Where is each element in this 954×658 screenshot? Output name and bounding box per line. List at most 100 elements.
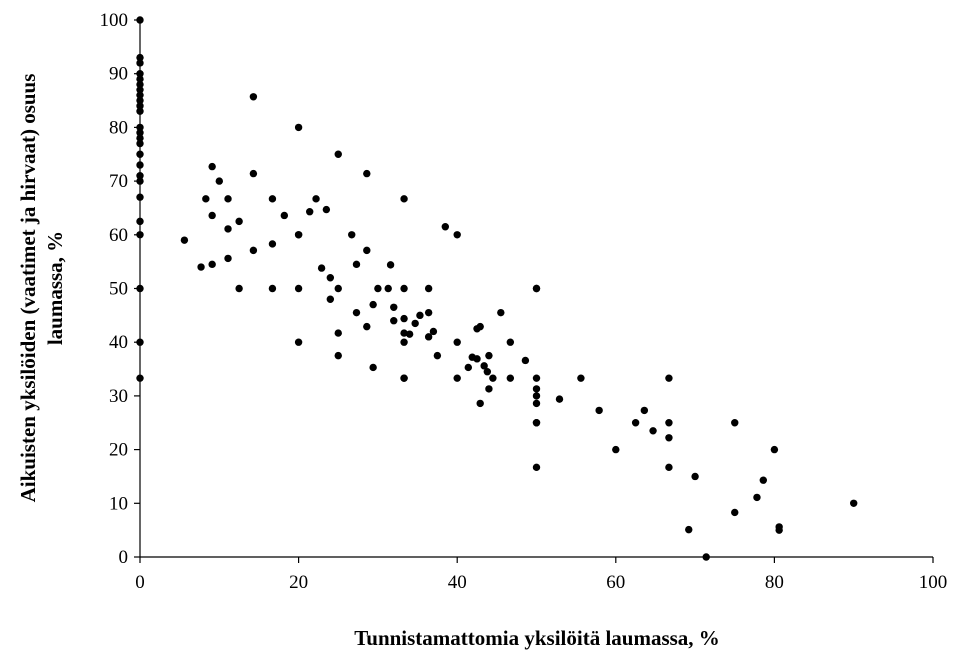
data-point bbox=[759, 476, 767, 484]
data-point bbox=[294, 231, 303, 239]
data-point bbox=[249, 169, 258, 178]
y-tick-label: 90 bbox=[109, 64, 128, 85]
data-point bbox=[532, 374, 541, 382]
data-point bbox=[224, 225, 232, 233]
x-tick-label: 80 bbox=[765, 572, 784, 593]
data-point bbox=[202, 195, 210, 203]
y-tick-label: 0 bbox=[119, 547, 129, 568]
data-point bbox=[294, 123, 303, 132]
data-point bbox=[136, 16, 144, 24]
y-tick-label: 30 bbox=[109, 386, 128, 407]
data-point bbox=[595, 406, 603, 415]
data-point bbox=[215, 177, 223, 185]
data-point bbox=[208, 162, 216, 171]
y-tick-label: 40 bbox=[109, 332, 128, 353]
data-point bbox=[577, 374, 585, 382]
data-point bbox=[775, 526, 783, 534]
data-point bbox=[453, 231, 461, 239]
data-point bbox=[649, 427, 657, 435]
data-point bbox=[208, 260, 216, 269]
y-axis-title-line1: Aikuisten yksilöiden (vaatimet ja hirvaa… bbox=[16, 74, 40, 503]
data-point bbox=[326, 295, 335, 303]
data-point bbox=[334, 284, 342, 293]
data-point bbox=[691, 472, 699, 481]
data-point bbox=[363, 169, 371, 178]
data-point bbox=[400, 374, 408, 382]
data-point bbox=[521, 356, 530, 365]
data-point bbox=[268, 195, 277, 203]
data-point bbox=[136, 231, 144, 239]
data-point bbox=[405, 330, 414, 338]
data-point bbox=[280, 211, 289, 220]
data-point bbox=[485, 351, 493, 360]
data-point bbox=[453, 338, 461, 346]
data-point bbox=[384, 284, 392, 293]
data-point bbox=[268, 284, 277, 293]
data-point bbox=[731, 508, 739, 517]
data-point bbox=[424, 308, 433, 317]
data-point bbox=[136, 70, 144, 78]
data-point bbox=[136, 102, 144, 110]
data-point bbox=[390, 303, 398, 311]
data-point bbox=[400, 314, 408, 323]
data-point bbox=[136, 338, 144, 346]
data-point bbox=[136, 139, 144, 148]
data-point bbox=[532, 392, 541, 400]
data-point bbox=[363, 246, 371, 255]
data-point bbox=[485, 385, 493, 393]
y-tick-label: 20 bbox=[109, 440, 128, 461]
x-axis-title: Tunnistamattomia yksilöitä laumassa, % bbox=[354, 626, 720, 650]
data-point bbox=[433, 351, 442, 360]
x-tick-label: 100 bbox=[919, 572, 948, 593]
data-point bbox=[441, 223, 450, 231]
data-point bbox=[464, 363, 473, 372]
data-point bbox=[685, 525, 693, 534]
data-point bbox=[374, 284, 382, 293]
data-point bbox=[506, 374, 515, 382]
data-point bbox=[702, 553, 710, 561]
data-point bbox=[386, 261, 395, 269]
data-point bbox=[424, 333, 433, 341]
data-point bbox=[473, 355, 481, 363]
data-point bbox=[453, 374, 461, 382]
data-point bbox=[480, 362, 488, 370]
data-point bbox=[224, 195, 232, 203]
x-tick-label: 60 bbox=[606, 572, 625, 593]
data-point bbox=[208, 211, 216, 220]
data-point bbox=[136, 86, 144, 94]
data-point bbox=[640, 406, 649, 415]
data-point bbox=[136, 123, 144, 132]
data-point bbox=[268, 240, 277, 248]
data-point bbox=[665, 374, 673, 382]
data-point bbox=[532, 419, 541, 427]
data-point bbox=[317, 264, 326, 272]
data-point bbox=[476, 322, 484, 331]
data-point bbox=[136, 53, 144, 62]
data-point bbox=[424, 284, 433, 293]
data-point bbox=[555, 395, 564, 403]
data-point bbox=[429, 327, 438, 336]
y-tick-label: 50 bbox=[109, 279, 128, 300]
data-point bbox=[136, 134, 144, 142]
x-tick-label: 40 bbox=[448, 572, 467, 593]
y-tick-label: 80 bbox=[109, 117, 128, 138]
data-point bbox=[294, 338, 303, 346]
data-point bbox=[136, 284, 144, 293]
data-point bbox=[400, 329, 408, 337]
data-point bbox=[306, 208, 314, 216]
data-point bbox=[476, 399, 484, 408]
x-tick-label: 0 bbox=[135, 572, 145, 593]
data-point bbox=[400, 195, 408, 203]
data-point bbox=[136, 59, 144, 67]
y-axis-title-line2: laumassa, % bbox=[43, 231, 67, 345]
data-point bbox=[369, 363, 377, 372]
data-point bbox=[483, 368, 492, 376]
data-point bbox=[334, 351, 342, 360]
data-point bbox=[322, 205, 331, 214]
data-point bbox=[532, 399, 541, 408]
data-point bbox=[136, 193, 144, 201]
data-point bbox=[352, 308, 361, 317]
data-point bbox=[136, 374, 144, 382]
data-point bbox=[369, 300, 377, 309]
